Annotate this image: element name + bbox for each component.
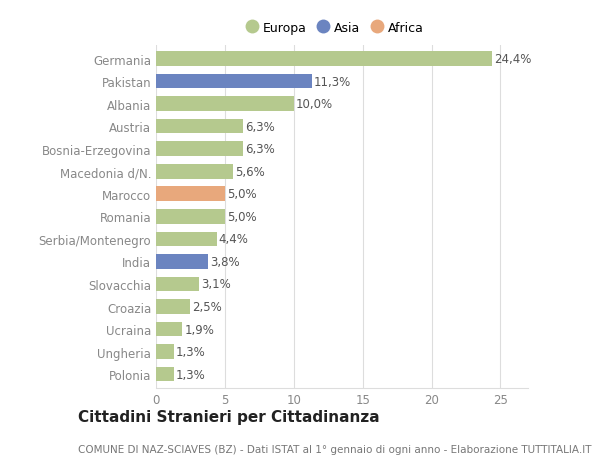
- Bar: [156, 120, 243, 134]
- Bar: [156, 367, 174, 382]
- Text: 3,1%: 3,1%: [201, 278, 230, 291]
- Bar: [156, 187, 225, 202]
- Text: Cittadini Stranieri per Cittadinanza: Cittadini Stranieri per Cittadinanza: [78, 409, 380, 425]
- Bar: [156, 52, 492, 67]
- Bar: [156, 165, 233, 179]
- Text: 6,3%: 6,3%: [245, 143, 275, 156]
- Text: 5,0%: 5,0%: [227, 210, 257, 224]
- Text: 5,0%: 5,0%: [227, 188, 257, 201]
- Text: 1,3%: 1,3%: [176, 368, 206, 381]
- Text: 4,4%: 4,4%: [218, 233, 248, 246]
- Text: 5,6%: 5,6%: [235, 165, 265, 179]
- Text: COMUNE DI NAZ-SCIAVES (BZ) - Dati ISTAT al 1° gennaio di ogni anno - Elaborazion: COMUNE DI NAZ-SCIAVES (BZ) - Dati ISTAT …: [78, 444, 592, 454]
- Text: 6,3%: 6,3%: [245, 120, 275, 134]
- Text: 1,9%: 1,9%: [184, 323, 214, 336]
- Text: 3,8%: 3,8%: [211, 255, 240, 269]
- Bar: [156, 277, 199, 291]
- Bar: [156, 74, 311, 89]
- Text: 1,3%: 1,3%: [176, 345, 206, 358]
- Bar: [156, 300, 190, 314]
- Text: 10,0%: 10,0%: [296, 98, 333, 111]
- Bar: [156, 255, 208, 269]
- Text: 2,5%: 2,5%: [193, 300, 222, 313]
- Bar: [156, 345, 174, 359]
- Legend: Europa, Asia, Africa: Europa, Asia, Africa: [242, 18, 428, 39]
- Bar: [156, 97, 294, 112]
- Text: 24,4%: 24,4%: [494, 53, 532, 66]
- Bar: [156, 142, 243, 157]
- Bar: [156, 322, 182, 336]
- Text: 11,3%: 11,3%: [314, 75, 351, 89]
- Bar: [156, 232, 217, 246]
- Bar: [156, 210, 225, 224]
